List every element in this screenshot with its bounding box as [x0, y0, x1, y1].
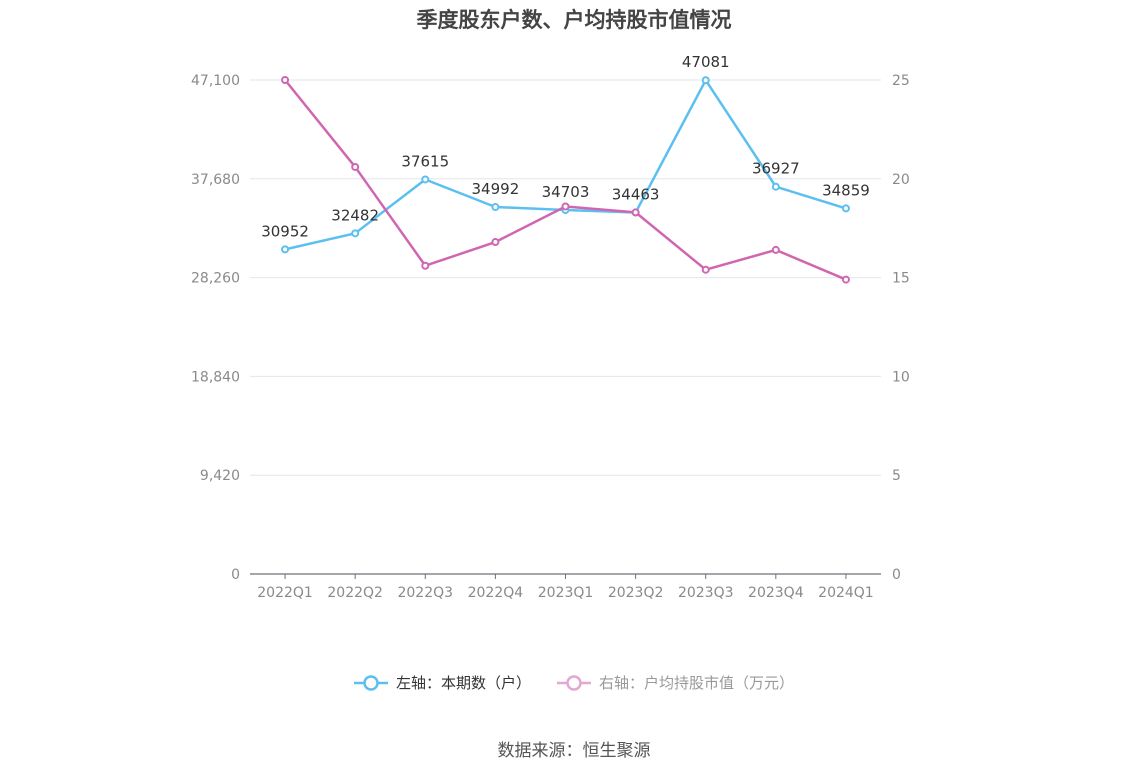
data-label: 47081 [682, 53, 730, 71]
data-labels: 30952 32482 37615 34992 34703 34463 47081 36927… [261, 53, 870, 240]
x-tick-label: 2023Q1 [538, 585, 594, 601]
y-right-tick-label: 5 [892, 468, 901, 484]
data-point-left [421, 175, 430, 184]
data-label: 37615 [401, 152, 449, 170]
y-left-tick-label: 28,260 [191, 271, 240, 287]
gridlines [250, 79, 881, 476]
data-point-right [701, 265, 710, 274]
x-tick-label: 2022Q3 [397, 585, 453, 601]
data-point-left [351, 229, 360, 238]
series-right [281, 76, 850, 284]
data-point-right [771, 245, 780, 254]
data-point-left [281, 245, 290, 254]
data-label: 34703 [542, 183, 590, 201]
axes: 0 9,420 18,840 28,260 37,680 47,100 0 5 10 15 20 25… [191, 73, 910, 601]
x-tick-label: 2022Q2 [327, 585, 383, 601]
legend-line-symbol-right [557, 674, 591, 691]
data-label: 34859 [822, 181, 870, 199]
legend-item-left[interactable]: 左轴：本期数（户） [353, 672, 531, 693]
data-label: 30952 [261, 222, 309, 240]
data-point-right [841, 275, 850, 284]
data-label: 34463 [612, 186, 660, 204]
x-tick-label: 2024Q1 [818, 585, 874, 601]
chart-title: 季度股东户数、户均持股市值情况 [416, 8, 732, 32]
y-left-tick-label: 47,100 [191, 73, 240, 89]
data-point-right [351, 162, 360, 171]
data-point-right [561, 202, 570, 211]
data-label: 32482 [331, 206, 379, 224]
data-point-left [771, 182, 780, 191]
data-point-right [631, 208, 640, 217]
y-left-tick-label: 18,840 [191, 369, 240, 385]
y-left-tick-label: 37,680 [191, 172, 240, 188]
x-tick-label: 2023Q3 [678, 585, 734, 601]
legend-item-right[interactable]: 右轴：户均持股市值（万元） [557, 672, 794, 693]
legend: 左轴：本期数（户） 右轴：户均持股市值（万元） [0, 672, 1148, 693]
series-line-right [284, 79, 847, 281]
data-point-right [421, 261, 430, 270]
data-point-left [491, 202, 500, 211]
source-note: 数据来源：恒生聚源 [497, 741, 651, 761]
data-point-left [841, 204, 850, 213]
y-right-tick-label: 25 [892, 73, 910, 89]
legend-label-left: 左轴：本期数（户） [395, 674, 531, 692]
y-left-tick-label: 9,420 [200, 468, 240, 484]
data-point-right [491, 238, 500, 247]
series [281, 76, 850, 284]
x-tick-label: 2023Q4 [748, 585, 804, 601]
legend-line-symbol-left [353, 674, 388, 691]
y-right-tick-label: 20 [892, 172, 910, 188]
data-label: 36927 [752, 160, 800, 178]
x-tick-label: 2022Q4 [468, 585, 524, 601]
y-right-tick-label: 15 [892, 271, 910, 287]
y-right-tick-label: 0 [892, 567, 901, 583]
data-label: 34992 [472, 180, 520, 198]
x-tick-label: 2023Q2 [608, 585, 664, 601]
legend-label-right: 右轴：户均持股市值（万元） [599, 674, 795, 692]
y-right-tick-label: 10 [892, 369, 910, 385]
data-point-right [281, 76, 290, 84]
x-tick-label: 2022Q1 [257, 585, 313, 601]
y-left-tick-label: 0 [231, 567, 240, 583]
data-point-left [701, 76, 710, 85]
